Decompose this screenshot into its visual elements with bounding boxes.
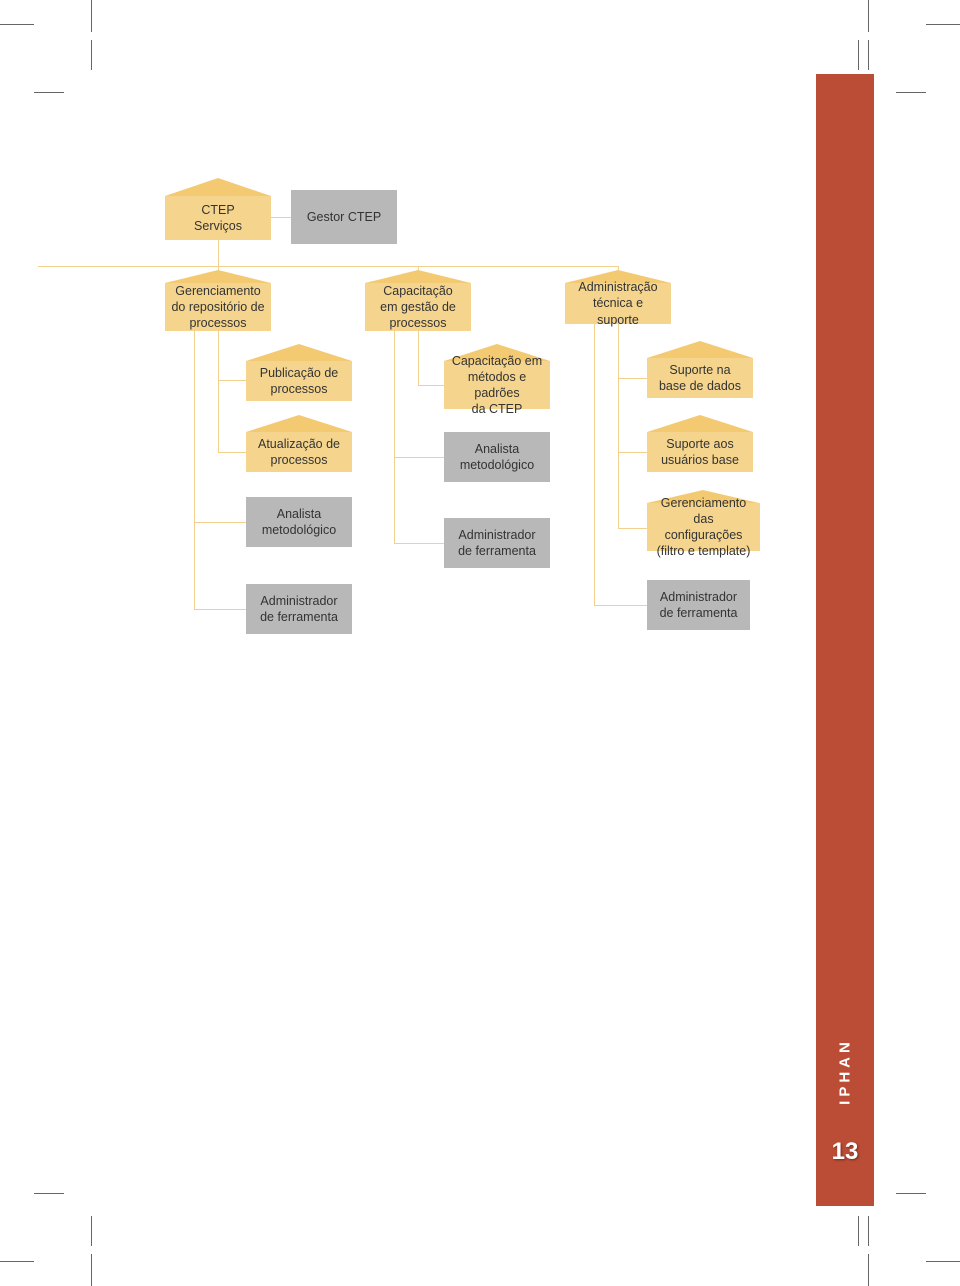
- crop-mark: [926, 24, 960, 25]
- node-capmet: Capacitação emmétodos e padrõesda CTEP: [444, 361, 550, 409]
- crop-mark: [896, 1193, 926, 1194]
- connector-line: [218, 240, 219, 266]
- crop-mark: [868, 1254, 869, 1286]
- node-label: Atualização deprocessos: [246, 432, 352, 472]
- connector-line: [618, 378, 647, 379]
- node-adm1: Administradorde ferramenta: [246, 584, 352, 634]
- crop-mark: [926, 1261, 960, 1262]
- node-capac: Capacitaçãoem gestão deprocessos: [365, 283, 471, 331]
- crop-mark: [91, 0, 92, 32]
- crop-mark: [868, 0, 869, 32]
- connector-line: [271, 217, 291, 218]
- node-label: Suporte nabase de dados: [647, 358, 753, 398]
- connector-line: [394, 457, 444, 458]
- node-anal1: Analistametodológico: [246, 497, 352, 547]
- connector-line: [218, 331, 219, 452]
- node-roof: [647, 415, 753, 432]
- connector-line: [418, 331, 419, 385]
- crop-mark: [34, 1193, 64, 1194]
- crop-mark: [858, 1216, 859, 1246]
- connector-line: [418, 385, 444, 386]
- node-label: Gerenciamento dasconfigurações(filtro e …: [647, 503, 760, 551]
- node-roof: [246, 415, 352, 432]
- node-roof: [365, 270, 471, 283]
- page-number: 13: [816, 1138, 874, 1166]
- sidebar-tab: IPHAN 13: [816, 74, 874, 1206]
- node-adm2: Administradorde ferramenta: [444, 518, 550, 568]
- node-label: Publicação deprocessos: [246, 361, 352, 401]
- connector-line: [38, 266, 618, 267]
- connector-line: [194, 331, 195, 609]
- node-pub: Publicação deprocessos: [246, 361, 352, 401]
- connector-line: [394, 543, 444, 544]
- node-supdb: Suporte nabase de dados: [647, 358, 753, 398]
- crop-mark: [858, 40, 859, 70]
- connector-line: [594, 324, 595, 605]
- connector-line: [218, 380, 246, 381]
- crop-mark: [34, 92, 64, 93]
- node-gerenc: Gerenciamentodo repositório deprocessos: [165, 283, 271, 331]
- node-supusr: Suporte aosusuários base: [647, 432, 753, 472]
- node-label: Administradorde ferramenta: [246, 584, 352, 634]
- node-label: Suporte aosusuários base: [647, 432, 753, 472]
- node-label: Administraçãotécnica e suporte: [565, 283, 671, 324]
- crop-mark: [91, 1254, 92, 1286]
- crop-mark: [896, 92, 926, 93]
- node-gerconf: Gerenciamento dasconfigurações(filtro e …: [647, 503, 760, 551]
- connector-line: [618, 452, 647, 453]
- node-roof: [165, 178, 271, 196]
- node-label: Administradorde ferramenta: [647, 580, 750, 630]
- node-roof: [647, 341, 753, 358]
- crop-mark: [0, 24, 34, 25]
- connector-line: [394, 331, 395, 543]
- crop-mark: [0, 1261, 34, 1262]
- node-adm3: Administradorde ferramenta: [647, 580, 750, 630]
- connector-line: [218, 452, 246, 453]
- node-admin: Administraçãotécnica e suporte: [565, 283, 671, 324]
- connector-line: [194, 609, 246, 610]
- connector-line: [194, 522, 246, 523]
- node-roof: [165, 270, 271, 283]
- node-label: Administradorde ferramenta: [444, 518, 550, 568]
- node-label: CTEPServiços: [165, 196, 271, 240]
- node-label: Gerenciamentodo repositório deprocessos: [165, 283, 271, 331]
- node-gestor: Gestor CTEP: [291, 190, 397, 244]
- node-anal2: Analistametodológico: [444, 432, 550, 482]
- connector-line: [618, 324, 619, 528]
- connector-line: [618, 528, 647, 529]
- sidebar-label: IPHAN: [837, 1038, 854, 1105]
- node-atual: Atualização deprocessos: [246, 432, 352, 472]
- crop-mark: [868, 40, 869, 70]
- connector-line: [594, 605, 647, 606]
- crop-mark: [91, 1216, 92, 1246]
- node-label: Capacitação emmétodos e padrõesda CTEP: [444, 361, 550, 409]
- node-label: Capacitaçãoem gestão deprocessos: [365, 283, 471, 331]
- node-ctep: CTEPServiços: [165, 196, 271, 240]
- node-roof: [246, 344, 352, 361]
- node-label: Analistametodológico: [444, 432, 550, 482]
- crop-mark: [91, 40, 92, 70]
- node-label: Gestor CTEP: [291, 190, 397, 244]
- crop-mark: [868, 1216, 869, 1246]
- node-label: Analistametodológico: [246, 497, 352, 547]
